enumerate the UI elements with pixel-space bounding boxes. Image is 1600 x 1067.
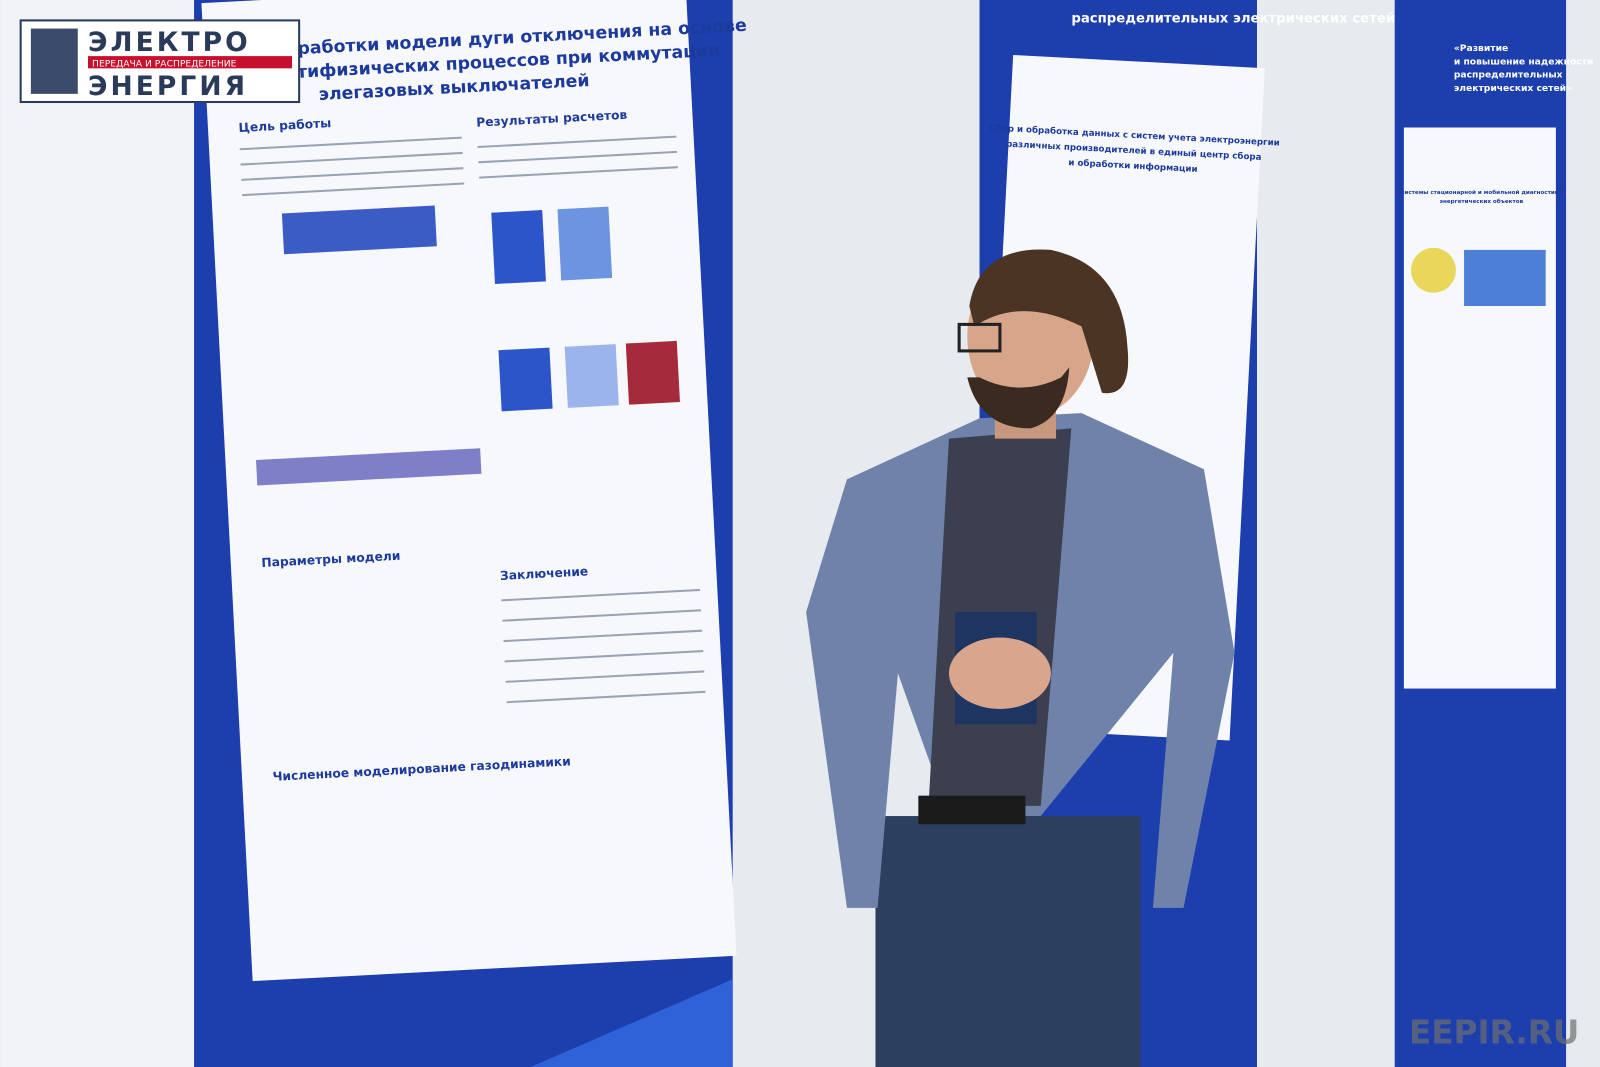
poster-title: Системы стационарной и мобильной диагнос…	[1400, 189, 1562, 196]
watermark: EEPIR.RU	[1409, 1014, 1579, 1052]
hands	[948, 637, 1051, 709]
poster-header: распределительных электрических сетей»	[1071, 11, 1403, 26]
figure	[491, 210, 546, 285]
poster-sheet	[1403, 127, 1556, 689]
poster-title: энергетических объектов	[1440, 198, 1524, 205]
belt	[918, 795, 1026, 825]
figure	[557, 206, 613, 281]
poster-header: электрических сетей»	[1454, 83, 1572, 94]
body-text	[239, 135, 706, 704]
jeans	[875, 816, 1141, 1067]
person	[806, 249, 1235, 1067]
section-heading: Заключение	[500, 564, 589, 583]
wall-left	[0, 0, 195, 1067]
section-heading: Цель работы	[238, 116, 331, 135]
logo-text: ЭНЕРГИЯ	[88, 71, 248, 102]
poster-header: «Развитие и повышение надежности распред…	[1454, 43, 1594, 94]
logo-text: ЭЛЕКТРО	[88, 27, 251, 58]
logo-icon	[30, 28, 78, 94]
logo-band	[87, 56, 293, 69]
figure	[498, 347, 553, 412]
logo-text: ПЕРЕДАЧА И РАСПРЕДЕЛЕНИЕ	[92, 58, 237, 69]
photo-figure	[1464, 249, 1546, 307]
diagram	[256, 448, 482, 486]
glasses	[957, 322, 1002, 353]
figure	[625, 340, 680, 405]
stand-stripe	[530, 979, 733, 1067]
figure	[564, 344, 619, 408]
poster-header: «Развитие	[1454, 43, 1508, 54]
diagram	[281, 205, 437, 255]
beard	[967, 367, 1070, 429]
pie-figure	[1411, 247, 1456, 293]
hair	[969, 249, 1129, 394]
poster-header: и повышение надежности	[1454, 56, 1594, 67]
poster-header: распределительных	[1454, 70, 1563, 81]
